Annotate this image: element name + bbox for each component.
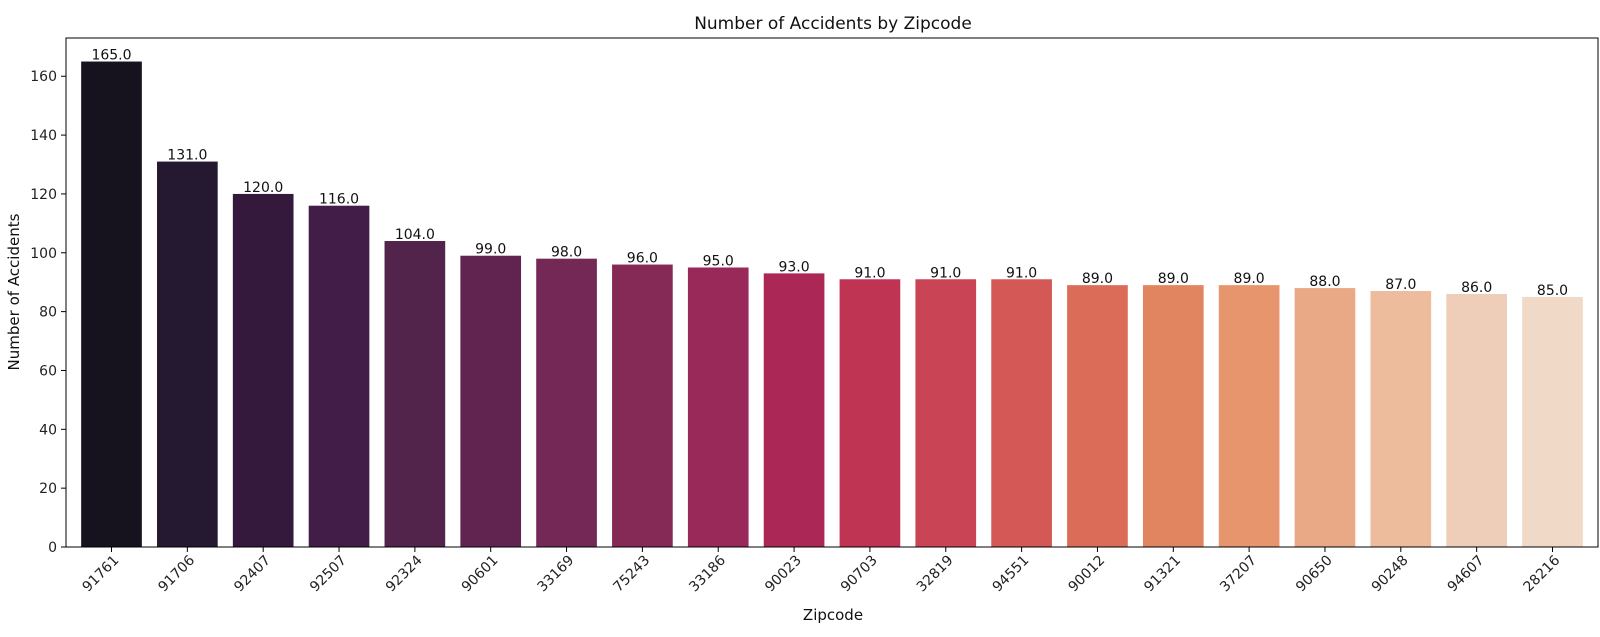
x-tick-label: 94551 [990, 553, 1033, 596]
y-axis-title: Number of Accidents [5, 213, 23, 370]
bar-94551 [991, 279, 1052, 547]
x-tick-label: 91761 [80, 553, 123, 596]
y-tick-label: 100 [30, 246, 57, 262]
y-tick-label: 40 [39, 422, 57, 438]
x-tick-label: 32819 [914, 553, 957, 596]
bar-90703 [839, 279, 901, 547]
bar-92507 [308, 205, 370, 547]
y-tick-label: 140 [30, 128, 57, 144]
value-label-94607: 86.0 [1461, 280, 1492, 296]
bar-91706 [157, 161, 218, 547]
bars-group [81, 61, 1583, 548]
y-tick-label: 20 [39, 481, 57, 497]
y-tick-label: 60 [39, 363, 57, 379]
value-label-92407: 120.0 [243, 180, 283, 196]
bar-32819 [915, 279, 977, 547]
x-axis: 91761 91706 92407 92507 92324 90601 33169 75243… [80, 547, 1564, 596]
value-label-91761: 165.0 [91, 48, 131, 64]
bar-91321 [1142, 285, 1204, 547]
y-axis: 0 20 40 60 80 100 120 140 160 [30, 69, 66, 556]
x-tick-label: 75243 [610, 553, 653, 596]
x-tick-label: 90601 [459, 553, 502, 596]
x-tick-label: 92507 [307, 553, 350, 596]
bar-28216 [1522, 296, 1583, 547]
value-label-28216: 85.0 [1537, 283, 1568, 299]
value-label-90601: 99.0 [475, 242, 506, 258]
x-axis-title: Zipcode [803, 606, 863, 624]
value-label-33169: 98.0 [551, 245, 582, 261]
value-label-90012: 89.0 [1082, 271, 1113, 287]
value-label-32819: 91.0 [930, 265, 961, 281]
value-label-90703: 91.0 [854, 265, 885, 281]
value-label-33186: 95.0 [703, 253, 734, 269]
bar-92324 [384, 241, 446, 547]
bar-90012 [1067, 285, 1128, 547]
bar-33169 [536, 258, 597, 547]
bar-37207 [1218, 285, 1280, 547]
value-labels-group: 165.0 131.0 120.0 116.0 104.0 99.0 98.0 96.0 95.… [91, 48, 1568, 299]
x-tick-label: 92324 [383, 552, 426, 595]
value-label-75243: 96.0 [627, 251, 658, 267]
x-tick-label: 92407 [231, 553, 274, 596]
x-tick-label: 90012 [1065, 553, 1108, 596]
bar-75243 [612, 264, 673, 547]
bar-33186 [687, 267, 749, 547]
bar-94607 [1446, 293, 1507, 547]
value-label-90248: 87.0 [1385, 277, 1416, 293]
bar-90650 [1294, 288, 1356, 547]
x-tick-label: 33186 [686, 552, 729, 595]
y-tick-label: 80 [39, 305, 57, 321]
bar-90023 [763, 273, 825, 547]
x-tick-label: 94607 [1445, 553, 1488, 596]
value-label-94551: 91.0 [1006, 265, 1037, 281]
plot-frame [65, 37, 1599, 548]
y-tick-label: 0 [48, 540, 57, 556]
value-label-91706: 131.0 [167, 148, 207, 164]
value-label-37207: 89.0 [1234, 271, 1265, 287]
value-label-92324: 104.0 [395, 227, 435, 243]
x-tick-label: 90023 [762, 553, 805, 596]
x-tick-label: 91321 [1141, 553, 1184, 596]
bar-90248 [1370, 291, 1432, 547]
chart-title: Number of Accidents by Zipcode [694, 14, 972, 34]
value-label-91321: 89.0 [1158, 271, 1189, 287]
value-label-92507: 116.0 [319, 192, 359, 208]
x-tick-label: 90650 [1293, 553, 1336, 596]
x-tick-label: 37207 [1217, 553, 1260, 596]
x-tick-label: 33169 [535, 553, 578, 596]
x-tick-label: 90703 [838, 553, 881, 596]
x-tick-label: 90248 [1369, 553, 1412, 596]
x-tick-label: 28216 [1521, 552, 1564, 595]
bar-92407 [232, 193, 294, 548]
y-tick-label: 120 [30, 187, 57, 203]
x-tick-label: 91706 [155, 552, 198, 595]
bar-90601 [460, 255, 522, 548]
value-label-90023: 93.0 [778, 259, 809, 275]
bar-91761 [81, 61, 142, 548]
y-tick-label: 160 [30, 69, 57, 85]
value-label-90650: 88.0 [1309, 274, 1340, 290]
